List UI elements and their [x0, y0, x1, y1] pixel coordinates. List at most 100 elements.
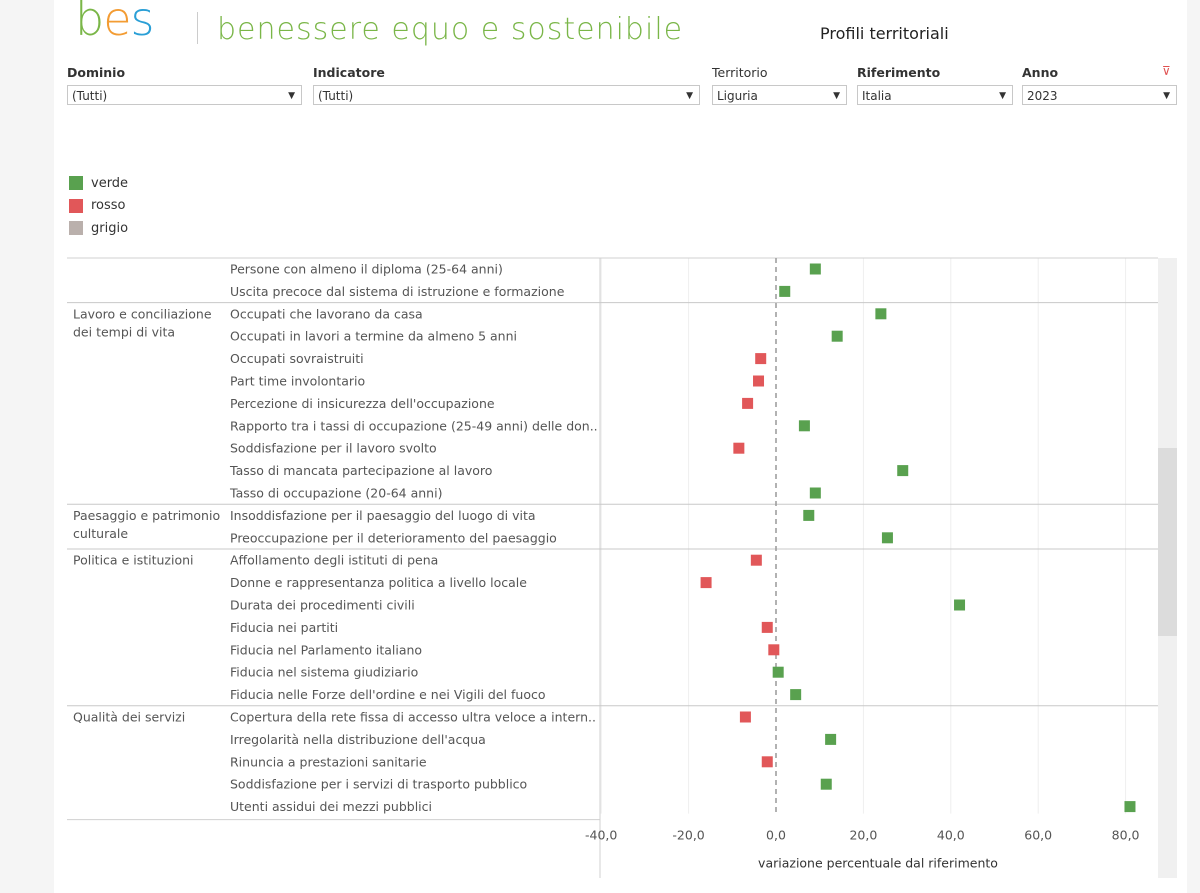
filter-label: Dominio: [67, 65, 126, 80]
data-point: [798, 420, 810, 432]
data-point: [700, 577, 712, 589]
domain-label: Qualità dei servizi: [73, 710, 185, 725]
territorio-dropdown[interactable]: Liguria ▼: [712, 85, 847, 105]
indicator-label: Fiducia nel sistema giudiziario: [230, 665, 418, 680]
filter-label: Anno: [1022, 65, 1059, 80]
indicator-label: Insoddisfazione per il paesaggio del luo…: [230, 508, 536, 523]
indicator-label: Occupati in lavori a termine da almeno 5…: [230, 329, 517, 344]
indicator-label: Occupati che lavorano da casa: [230, 306, 423, 321]
data-point: [803, 509, 815, 521]
data-point: [750, 554, 762, 566]
data-point: [755, 353, 767, 365]
legend-swatch: [69, 198, 83, 213]
x-tick-label: -40,0: [585, 828, 617, 843]
data-point: [753, 375, 765, 387]
indicator-label: Percezione di insicurezza dell'occupazio…: [230, 396, 495, 411]
data-point: [875, 308, 887, 320]
color-legend: verde rosso grigio: [69, 172, 128, 240]
indicator-label: Rinuncia a prestazioni sanitarie: [230, 754, 427, 769]
x-tick-label: 0,0: [766, 828, 786, 843]
x-tick-label: -20,0: [672, 828, 704, 843]
indicator-label: Part time involontario: [230, 374, 365, 389]
indicator-label: Rapporto tra i tassi di occupazione (25-…: [230, 418, 598, 433]
clear-filter-icon[interactable]: ⊽: [1162, 64, 1171, 78]
dropdown-value: Liguria: [717, 89, 758, 103]
chevron-down-icon: ▼: [686, 91, 693, 101]
chevron-down-icon: ▼: [833, 91, 840, 101]
data-point: [772, 666, 784, 678]
legend-label: rosso: [91, 198, 126, 214]
chevron-down-icon: ▼: [288, 91, 295, 101]
bes-logo: bes: [75, 0, 154, 46]
data-point: [733, 442, 745, 454]
filter-label: Territorio: [712, 65, 768, 80]
data-point: [831, 330, 843, 342]
data-point: [779, 285, 791, 297]
indicator-label: Copertura della rete fissa di accesso ul…: [230, 710, 596, 725]
x-tick-label: 40,0: [937, 828, 965, 843]
legend-label: verde: [91, 175, 129, 191]
data-point: [742, 397, 754, 409]
x-axis-title: variazione percentuale dal riferimento: [758, 856, 998, 871]
data-point: [761, 756, 773, 768]
dashboard-panel: [54, 0, 1187, 893]
indicator-label: Fiducia nei partiti: [230, 620, 338, 635]
dominio-dropdown[interactable]: (Tutti) ▼: [67, 85, 302, 105]
indicatore-dropdown[interactable]: (Tutti) ▼: [313, 85, 700, 105]
legend-item-grigio[interactable]: grigio: [69, 217, 128, 240]
page-title: Profili territoriali: [820, 24, 949, 43]
legend-swatch: [69, 176, 83, 191]
filter-riferimento: Riferimento Italia ▼: [857, 65, 1013, 105]
indicator-label: Occupati sovraistruiti: [230, 351, 364, 366]
domain-label: Paesaggio e patrimonio: [73, 508, 220, 523]
indicator-label: Fiducia nel Parlamento italiano: [230, 642, 422, 657]
indicator-label: Uscita precoce dal sistema di istruzione…: [230, 284, 565, 299]
riferimento-dropdown[interactable]: Italia ▼: [857, 85, 1013, 105]
domain-label: culturale: [73, 526, 128, 541]
indicator-label: Irregolarità nella distribuzione dell'ac…: [230, 732, 486, 747]
legend-item-verde[interactable]: verde: [69, 172, 128, 195]
indicator-label: Utenti assidui dei mezzi pubblici: [230, 799, 432, 814]
chevron-down-icon: ▼: [1163, 91, 1170, 101]
data-point: [790, 689, 802, 701]
legend-item-rosso[interactable]: rosso: [69, 195, 128, 218]
indicator-label: Durata dei procedimenti civili: [230, 598, 415, 613]
legend-swatch: [69, 221, 83, 236]
dropdown-value: (Tutti): [72, 89, 108, 103]
data-point: [881, 532, 893, 544]
data-point: [809, 263, 821, 275]
data-point: [820, 778, 832, 790]
data-point: [954, 599, 966, 611]
indicator-label: Tasso di occupazione (20-64 anni): [229, 486, 442, 501]
indicator-label: Soddisfazione per il lavoro svolto: [230, 441, 437, 456]
indicator-label: Soddisfazione per i servizi di trasporto…: [230, 777, 527, 792]
domain-label: dei tempi di vita: [73, 324, 175, 339]
filter-indicatore: Indicatore (Tutti) ▼: [313, 65, 700, 105]
data-point: [739, 711, 751, 723]
indicator-label: Tasso di mancata partecipazione al lavor…: [229, 463, 492, 478]
x-tick-label: 60,0: [1024, 828, 1052, 843]
x-tick-label: 80,0: [1112, 828, 1140, 843]
dropdown-value: 2023: [1027, 89, 1058, 103]
scrollbar-thumb[interactable]: [1158, 448, 1177, 636]
dropdown-value: Italia: [862, 89, 892, 103]
filter-dominio: Dominio (Tutti) ▼: [67, 65, 302, 105]
indicator-label: Persone con almeno il diploma (25-64 ann…: [230, 262, 503, 277]
domain-label: Lavoro e conciliazione: [73, 306, 212, 321]
filter-anno: Anno 2023 ▼: [1022, 65, 1177, 105]
data-point: [1124, 801, 1136, 813]
indicator-label: Preoccupazione per il deterioramento del…: [230, 530, 557, 545]
data-point: [761, 621, 773, 633]
indicator-label: Affollamento degli istituti di pena: [230, 553, 438, 568]
logo-text: benessere equo e sostenibile: [217, 12, 684, 47]
logo-divider: [197, 12, 198, 44]
data-point: [768, 644, 780, 656]
data-point: [809, 487, 821, 499]
indicator-label: Donne e rappresentanza politica a livell…: [230, 575, 527, 590]
dropdown-value: (Tutti): [318, 89, 354, 103]
filter-label: Indicatore: [313, 65, 385, 80]
x-tick-label: 20,0: [849, 828, 877, 843]
filter-label: Riferimento: [857, 65, 941, 80]
anno-dropdown[interactable]: 2023 ▼: [1022, 85, 1177, 105]
